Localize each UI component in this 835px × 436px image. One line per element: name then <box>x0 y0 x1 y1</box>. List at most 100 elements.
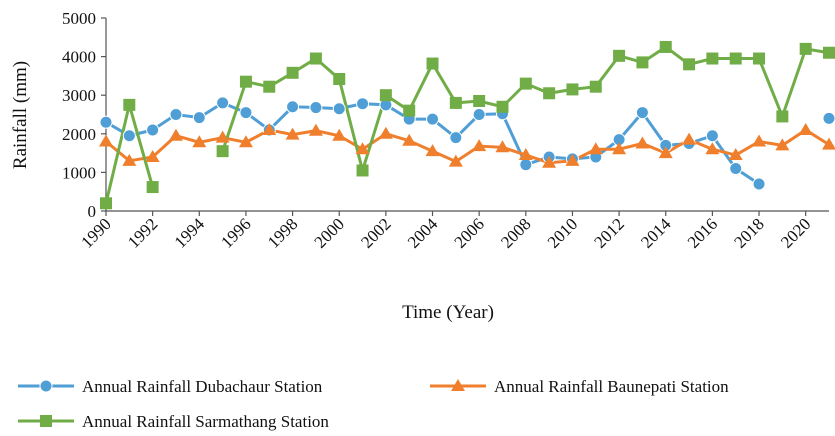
point <box>123 98 136 111</box>
point <box>705 142 720 155</box>
point <box>519 77 532 90</box>
legend-marker <box>40 415 52 427</box>
point <box>472 139 487 152</box>
x-tick-label: 2018 <box>730 214 767 251</box>
point <box>356 164 369 177</box>
point <box>192 111 206 125</box>
x-tick-label: 2000 <box>311 214 348 251</box>
point <box>613 49 626 62</box>
y-tick-label: 5000 <box>62 9 96 28</box>
point <box>635 136 650 149</box>
x-tick-label: 2020 <box>777 214 814 251</box>
point <box>683 58 696 71</box>
point <box>99 115 113 129</box>
point <box>519 158 533 172</box>
series-line <box>106 103 829 184</box>
point <box>332 128 347 141</box>
point <box>146 123 160 137</box>
point <box>286 100 300 114</box>
point <box>776 110 789 123</box>
point <box>518 148 533 161</box>
point <box>216 96 230 110</box>
point <box>775 138 790 151</box>
y-tick-label: 1000 <box>62 163 96 182</box>
point <box>729 52 742 65</box>
y-tick-label: 2000 <box>62 125 96 144</box>
x-tick-label: 1994 <box>171 214 209 252</box>
point <box>355 142 370 155</box>
point <box>122 153 137 166</box>
point <box>216 145 229 158</box>
point <box>262 122 277 135</box>
point <box>168 128 183 141</box>
point <box>426 112 440 126</box>
point <box>798 122 813 135</box>
point <box>332 102 346 116</box>
y-tick-label: 3000 <box>62 86 96 105</box>
point <box>472 108 486 121</box>
legend-label: Annual Rainfall Sarmathang Station <box>82 412 329 431</box>
point <box>285 127 300 140</box>
x-tick-label: 1998 <box>264 214 301 251</box>
x-tick-label: 2010 <box>544 214 581 251</box>
point <box>705 129 719 143</box>
x-tick-label: 2012 <box>590 214 627 251</box>
y-tick-label: 4000 <box>62 48 96 67</box>
point <box>356 97 370 111</box>
legend-label: Annual Rainfall Dubachaur Station <box>82 377 323 396</box>
point <box>753 52 766 65</box>
x-tick-label: 1996 <box>217 214 254 251</box>
point <box>659 40 672 53</box>
point <box>426 57 439 70</box>
point <box>239 106 253 120</box>
point <box>402 133 417 146</box>
point <box>588 142 603 155</box>
y-axis-label: Rainfall (mm) <box>10 61 31 169</box>
point <box>449 96 462 109</box>
point <box>799 42 812 55</box>
point <box>122 129 136 143</box>
point <box>566 83 579 96</box>
point <box>658 146 673 159</box>
y-tick-label: 0 <box>88 202 97 221</box>
point <box>752 177 766 191</box>
point <box>309 52 322 65</box>
point <box>169 108 183 121</box>
point <box>403 104 416 117</box>
legend-label: Annual Rainfall Baunepati Station <box>494 377 729 396</box>
point <box>239 75 252 88</box>
x-tick-label: 2016 <box>684 214 721 251</box>
point <box>589 80 602 93</box>
x-tick-label: 1990 <box>77 214 114 251</box>
point <box>448 154 463 167</box>
point <box>495 140 510 153</box>
point <box>425 144 440 157</box>
x-tick-label: 1992 <box>124 214 161 251</box>
point <box>238 135 253 148</box>
point <box>145 149 160 162</box>
legend-marker <box>39 379 53 393</box>
legend-marker <box>451 379 465 391</box>
point <box>612 142 627 155</box>
point <box>822 111 835 125</box>
point <box>682 132 697 145</box>
point <box>146 181 159 194</box>
x-tick-label: 2014 <box>637 214 675 252</box>
point <box>543 87 556 100</box>
point <box>215 130 230 143</box>
point <box>308 123 323 136</box>
point <box>286 66 299 79</box>
x-tick-label: 2002 <box>357 214 394 251</box>
point <box>542 155 557 168</box>
point <box>263 80 276 93</box>
point <box>823 46 835 59</box>
point <box>378 126 393 139</box>
point <box>496 100 509 113</box>
point <box>728 148 743 161</box>
point <box>729 162 743 176</box>
x-tick-label: 2006 <box>451 214 488 251</box>
point <box>635 106 649 120</box>
point <box>636 56 649 69</box>
x-tick-label: 2008 <box>497 214 534 251</box>
